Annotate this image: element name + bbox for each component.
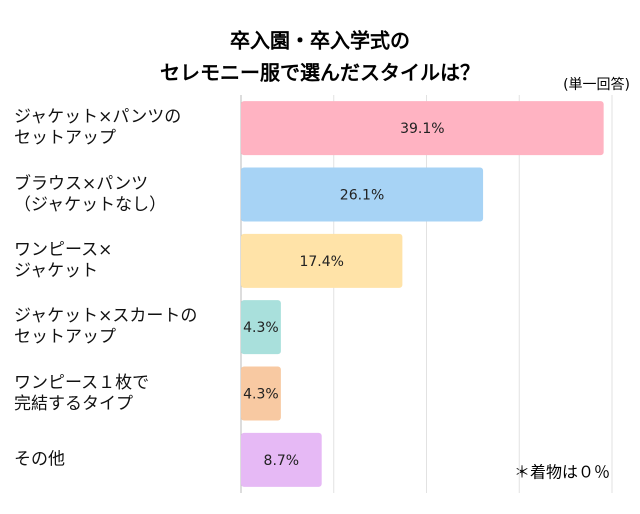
value-label: 17.4% <box>299 254 343 270</box>
bar <box>241 432 322 487</box>
category-label: ワンピース１枚で 完結するタイプ <box>14 372 150 414</box>
bar <box>241 233 403 288</box>
value-label: 8.7% <box>264 453 300 469</box>
unit-label: (単一回答) <box>563 76 630 93</box>
bar <box>241 101 604 156</box>
category-label: ワンピース× ジャケット <box>14 239 113 281</box>
category-label: ブラウス×パンツ （ジャケットなし） <box>14 173 167 215</box>
annotation: ＊着物は０％ <box>514 463 610 482</box>
value-label: 26.1% <box>340 188 384 204</box>
bar <box>241 300 281 355</box>
chart-subtitle: セレモニー服で選んだスタイルは？ <box>160 61 480 85</box>
bar <box>241 366 281 421</box>
category-label: その他 <box>14 449 65 470</box>
value-label: 4.3% <box>243 387 279 403</box>
category-label: ジャケット×スカートの セットアップ <box>14 306 198 348</box>
value-label: 4.3% <box>243 320 279 336</box>
bar <box>241 167 484 222</box>
chart-title: 卒入園・卒入学式の <box>230 29 410 53</box>
category-label: ジャケット×パンツの セットアップ <box>14 107 182 149</box>
value-label: 39.1% <box>400 121 444 137</box>
